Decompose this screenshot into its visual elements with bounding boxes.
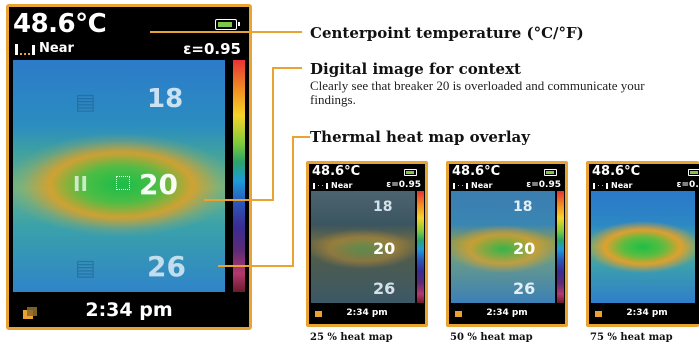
breaker-label: 18 <box>373 199 393 215</box>
callout-line-thermal <box>292 136 310 138</box>
bottom-bar: 2:34 pm <box>589 304 699 324</box>
breaker-box-icon: ▤ <box>75 90 96 115</box>
centerpoint-crosshair <box>116 176 130 190</box>
breaker-switch-label: II <box>73 172 88 196</box>
color-scale-bar <box>417 191 424 303</box>
thumbnail-25-percent: 48.6°C Near ε=0.95 18 20 26 2:34 pm <box>306 161 428 327</box>
callout-line-digital-image <box>272 67 274 201</box>
focus-mode-label: Near <box>611 181 633 190</box>
callout-line-digital-image <box>272 67 302 69</box>
callout-line-digital-image <box>204 199 274 201</box>
focus-mode-label: Near <box>39 41 74 56</box>
emissivity-value: ε=0.95 <box>183 40 241 58</box>
thumbnail-temperature: 48.6°C <box>592 164 641 179</box>
focus-distance-icon <box>15 43 35 55</box>
thumbnail-caption: 75 % heat map <box>590 332 673 343</box>
clock-time: 2:34 pm <box>486 308 528 318</box>
bottom-bar: 2:34 pm <box>449 304 565 324</box>
focus-mode-label: Near <box>331 181 353 190</box>
callout-line-thermal <box>292 136 294 267</box>
centerpoint-temperature: 48.6°C <box>13 9 107 39</box>
callout-thermal-title: Thermal heat map overlay <box>310 128 530 146</box>
thumbnail-caption: 50 % heat map <box>450 332 533 343</box>
breaker-label-hot: 20 <box>373 239 396 258</box>
breaker-label: 18 <box>147 84 184 114</box>
thumbnail-caption: 25 % heat map <box>310 332 393 343</box>
emissivity-value: ε=0.95 <box>526 180 561 190</box>
thermal-camera-screen: 48.6°C Near ε=0.95 ▤ 18 II 20 ▤ 26 2:34 … <box>6 4 252 330</box>
thumbnail-50-percent: 48.6°C Near ε=0.95 18 20 26 2:34 pm <box>446 161 568 327</box>
gallery-icon <box>315 311 322 317</box>
focus-indicator: Near <box>15 41 74 56</box>
breaker-label: 26 <box>373 279 396 298</box>
focus-indicator: Near <box>453 181 492 190</box>
gallery-icon <box>455 311 462 317</box>
bottom-bar: 2:34 pm <box>309 304 425 324</box>
battery-icon <box>544 169 557 176</box>
breaker-label-hot: 20 <box>513 239 536 258</box>
callout-digital-image-title: Digital image for context <box>310 60 521 78</box>
thermal-image: 18 20 26 <box>311 191 415 303</box>
breaker-box-icon: ▤ <box>75 256 96 281</box>
clock-time: 2:34 pm <box>85 299 173 321</box>
emissivity-value: ε=0.9 <box>676 180 699 190</box>
battery-icon <box>404 169 417 176</box>
emissivity-value: ε=0.95 <box>386 180 421 190</box>
breaker-label: 18 <box>513 199 533 215</box>
thermal-image: ▤ 18 II 20 ▤ 26 <box>13 60 225 292</box>
gallery-icon <box>595 311 602 317</box>
gallery-icon[interactable] <box>23 307 37 319</box>
thumbnail-temperature: 48.6°C <box>312 164 361 179</box>
callout-line-centerpoint <box>150 31 302 33</box>
clock-time: 2:34 pm <box>626 308 668 318</box>
callout-digital-image-body: Clearly see that breaker 20 is overloade… <box>310 78 645 107</box>
breaker-label: 26 <box>513 279 536 298</box>
status-bar: 48.6°C Near ε=0.95 <box>9 7 249 59</box>
focus-indicator: Near <box>313 181 352 190</box>
focus-mode-label: Near <box>471 181 493 190</box>
thumbnail-75-percent: 48.6°C Near ε=0.9 2:34 pm <box>586 161 699 327</box>
thumbnail-temperature: 48.6°C <box>452 164 501 179</box>
callout-centerpoint-title: Centerpoint temperature (°C/°F) <box>310 24 584 42</box>
bottom-bar: 2:34 pm <box>9 293 249 327</box>
color-scale-bar <box>557 191 564 303</box>
battery-icon <box>215 19 240 30</box>
thermal-image <box>591 191 695 303</box>
clock-time: 2:34 pm <box>346 308 388 318</box>
callout-line-thermal <box>218 265 294 267</box>
breaker-label-hot: 20 <box>139 168 178 201</box>
battery-icon <box>688 169 699 176</box>
focus-indicator: Near <box>593 181 632 190</box>
thermal-image: 18 20 26 <box>451 191 555 303</box>
color-scale-bar <box>233 60 245 292</box>
breaker-label: 26 <box>147 250 186 283</box>
